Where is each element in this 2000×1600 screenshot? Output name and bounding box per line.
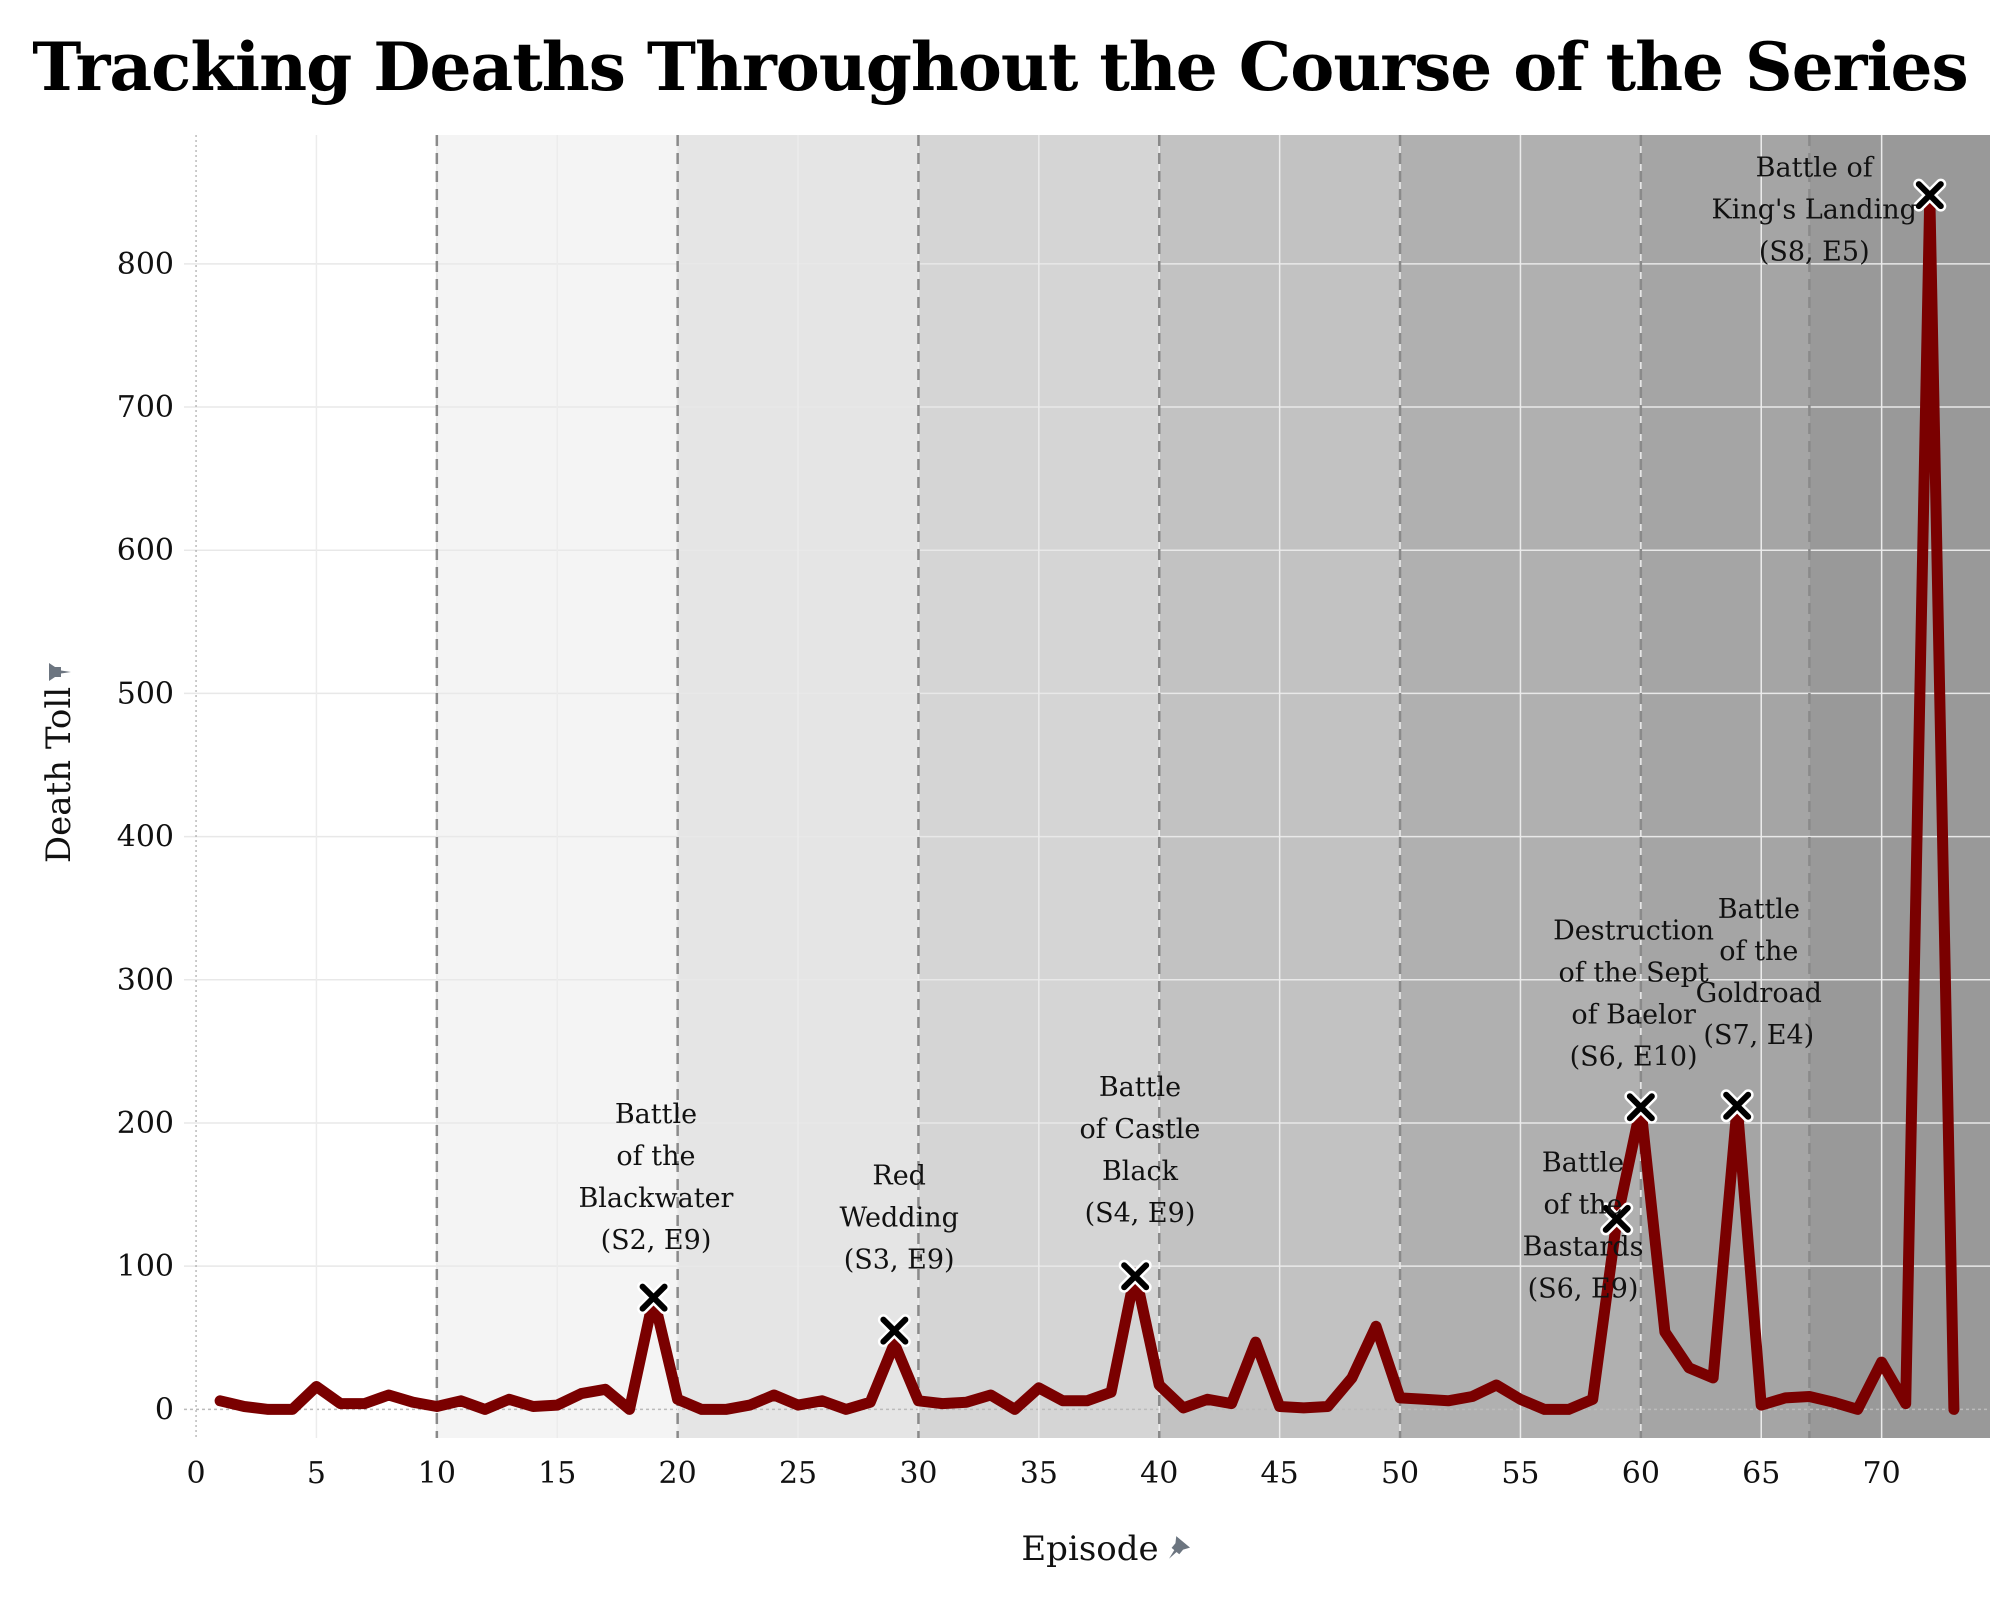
annotation-line: (S6, E10) [1570, 1042, 1698, 1073]
y-axis-pin-icon [49, 663, 71, 681]
annotation-line: Bastards [1523, 1232, 1644, 1263]
annotation-line: of the [1544, 1190, 1623, 1221]
annotation-line: (S6, E9) [1528, 1274, 1639, 1305]
peak-marker [1915, 181, 1944, 210]
annotation-label: Battle of King's Landing (S8, E5) [1712, 153, 1917, 268]
peak-marker [1723, 1091, 1752, 1120]
peak-marker [639, 1283, 668, 1312]
season-boundaries [435, 135, 1811, 1438]
season-bands [184, 135, 1990, 1438]
x-tick-label: 50 [1381, 1456, 1419, 1491]
annotation-line: Battle [615, 1099, 697, 1130]
y-tick-label: 200 [117, 1106, 174, 1141]
x-tick-label: 5 [307, 1456, 326, 1491]
annotation-label: Battle of the Goldroad (S7, E4) [1696, 894, 1822, 1051]
annotation-line: Red [872, 1161, 926, 1192]
peak-marker [1626, 1093, 1655, 1122]
annotation-line: Wedding [839, 1203, 958, 1234]
y-tick-label: 500 [117, 676, 174, 711]
annotation-line: Battle [1099, 1072, 1181, 1103]
annotation-line: Battle of [1756, 153, 1875, 184]
annotation-line: of the [1719, 936, 1798, 967]
x-tick-label: 25 [779, 1456, 817, 1491]
annotations: Battle of the Blackwater (S2, E9) Red Wedding… [578, 153, 1916, 1305]
series-line-group [214, 189, 1960, 1415]
annotation-line: Blackwater [578, 1183, 733, 1214]
annotation-line: Goldroad [1696, 978, 1822, 1009]
annotation-label: Battle of Castle Black (S4, E9) [1080, 1072, 1201, 1229]
annotation-line: (S8, E5) [1759, 237, 1870, 268]
annotation-label: Destruction of the Sept of Baelor (S6, E10) [1553, 916, 1714, 1073]
annotation-label: Red Wedding (S3, E9) [839, 1161, 958, 1276]
annotation-line: Black [1102, 1156, 1179, 1187]
annotation-line: of Castle [1080, 1114, 1201, 1145]
y-tick-label: 100 [117, 1249, 174, 1284]
x-tick-label: 30 [899, 1456, 937, 1491]
x-tick-label: 40 [1140, 1456, 1178, 1491]
y-tick-label: 300 [117, 963, 174, 998]
y-axis: 0 100 200 300 400 500 600 700 800 [117, 247, 174, 1427]
x-tick-label: 20 [659, 1456, 697, 1491]
annotation-line: of the Sept [1558, 958, 1708, 989]
season-band [1809, 135, 1990, 1438]
x-tick-label: 70 [1863, 1456, 1901, 1491]
y-axis-title: Death Toll [39, 687, 79, 863]
annotation-line: of the [616, 1141, 695, 1172]
x-tick-label: 65 [1742, 1456, 1780, 1491]
annotation-line: Destruction [1553, 916, 1714, 947]
x-tick-label: 55 [1501, 1456, 1539, 1491]
y-tick-label: 800 [117, 247, 174, 282]
series-line [214, 189, 1960, 1415]
x-tick-label: 60 [1622, 1456, 1660, 1491]
x-axis-pin-icon [1169, 1536, 1191, 1559]
annotation-line: Battle [1718, 894, 1800, 925]
x-tick-label: 0 [186, 1456, 205, 1491]
annotation-line: King's Landing [1712, 195, 1917, 226]
x-tick-label: 45 [1261, 1456, 1299, 1491]
peak-markers [637, 178, 1947, 1348]
annotation-label: Battle of the Blackwater (S2, E9) [578, 1099, 733, 1256]
x-tick-label: 35 [1020, 1456, 1058, 1491]
annotation-line: (S7, E4) [1703, 1020, 1814, 1051]
annotation-label: Battle of the Bastards (S6, E9) [1523, 1148, 1644, 1305]
y-tick-label: 600 [117, 533, 174, 568]
peak-marker [1121, 1262, 1150, 1291]
x-tick-label: 15 [538, 1456, 576, 1491]
axis-titles: Death Toll Episode [39, 663, 1191, 1569]
annotation-line: of Baelor [1571, 1000, 1696, 1031]
peak-marker [1602, 1204, 1631, 1233]
season-band [184, 135, 437, 1438]
chart-title: Tracking Deaths Throughout the Course of… [32, 28, 1968, 106]
x-axis: 0 5 10 15 20 25 30 35 40 45 50 55 60 65 70 [186, 1456, 1900, 1491]
x-tick-label: 10 [418, 1456, 456, 1491]
x-axis-title: Episode [1021, 1529, 1158, 1569]
y-tick-label: 400 [117, 820, 174, 855]
annotation-line: (S4, E9) [1085, 1198, 1196, 1229]
y-tick-label: 0 [155, 1392, 174, 1427]
y-tick-label: 700 [117, 390, 174, 425]
peak-marker [880, 1316, 909, 1345]
annotation-line: (S2, E9) [601, 1225, 712, 1256]
annotation-line: (S3, E9) [844, 1245, 955, 1276]
annotation-line: Battle [1542, 1148, 1624, 1179]
